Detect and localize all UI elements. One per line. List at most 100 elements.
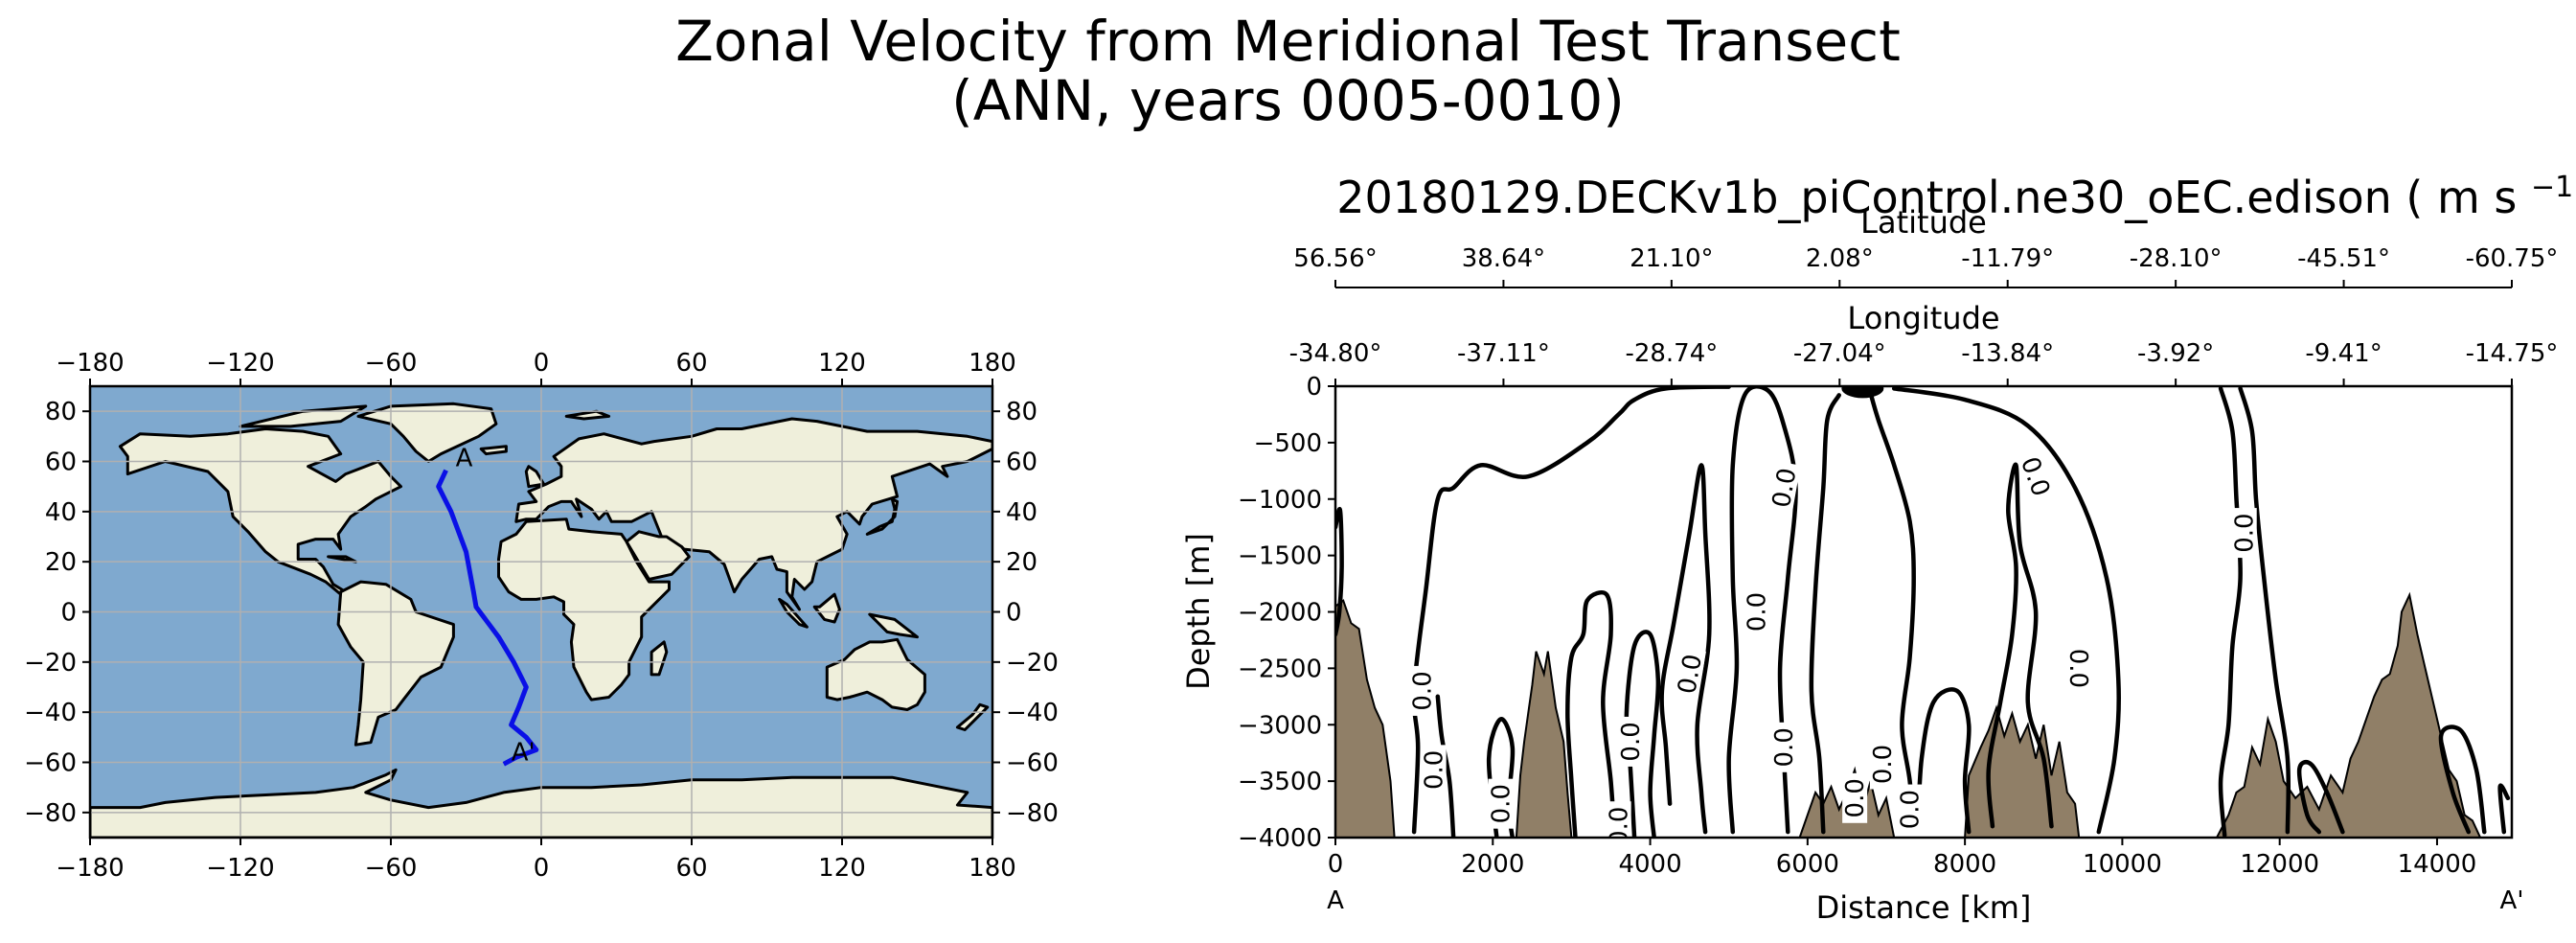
x-axis-label: Distance [km]	[1816, 889, 2032, 926]
contour-line	[2497, 783, 2511, 835]
contour-label-bg	[2231, 508, 2257, 559]
map-tick-marks: −180 −180 −120 −120 −60 −60 0 0 60 60 120 120 180 180…	[24, 349, 1059, 883]
contour-label: 0.0	[2063, 649, 2092, 688]
longitude-tick-label: -9.41°	[2305, 339, 2382, 368]
longitude-tick-label: -13.84°	[1961, 339, 2054, 368]
map-ytick-label-right: −40	[1006, 699, 1059, 727]
section-xtick-label: 0	[1328, 850, 1344, 879]
contour-line	[2438, 724, 2487, 835]
landmass-new-guinea	[868, 612, 919, 639]
contour-label-bg	[1897, 784, 1923, 835]
contour-label: 0.0	[1869, 745, 1898, 784]
contour-label: 0.0	[1408, 671, 1437, 710]
section-ytick-label: −3000	[1238, 711, 1322, 740]
map-ytick-label-left: 60	[45, 448, 77, 477]
section-xtick-label: 4000	[1618, 850, 1681, 879]
longitude-tick-label: -3.92°	[2137, 339, 2214, 368]
map-xtick-label-top: 0	[534, 349, 550, 378]
section-ytick-label: −1000	[1238, 486, 1322, 515]
landmass-new-zealand	[955, 702, 990, 731]
contour-line	[1659, 463, 1712, 835]
contour-line	[1726, 386, 1798, 835]
contour-label-bg	[2015, 448, 2057, 505]
latitude-tick-label: 38.64°	[1462, 244, 1545, 273]
longitude-tick-label: -28.74°	[1625, 339, 1718, 368]
contour-label: 0.0	[1617, 722, 1646, 761]
contour-label-bg	[1869, 739, 1895, 790]
contour-label: 0.0	[1743, 592, 1771, 632]
contour-line	[2296, 760, 2345, 835]
map-ytick-label-left: −80	[24, 799, 77, 828]
map-xtick-label-top: −180	[56, 349, 124, 378]
map-xtick-label-bottom: 60	[675, 854, 707, 883]
section-title-paren-open: (	[2405, 172, 2423, 223]
map-ytick-label-left: 80	[45, 398, 77, 426]
landmass-australia	[825, 637, 926, 711]
map-ytick-label-left: −60	[24, 749, 77, 778]
contour-label-bg	[1421, 745, 1447, 795]
contour-label-bg	[1771, 722, 1797, 772]
section-xtick-label: 12000	[2240, 850, 2319, 879]
section-ytick-label: −2000	[1238, 599, 1322, 628]
landmass-arabia	[625, 530, 691, 581]
contour-line	[1809, 393, 1841, 835]
contour-label-bg	[1767, 461, 1801, 515]
map-xtick-label-bottom: −120	[206, 854, 274, 883]
landmass-japan	[865, 497, 900, 536]
section-ytick-label: −4000	[1238, 824, 1322, 853]
map-xtick-label-bottom: 180	[969, 854, 1016, 883]
map-xtick-label-top: 60	[675, 349, 707, 378]
map-ytick-label-right: 60	[1006, 448, 1037, 477]
bathymetry-fill	[1335, 591, 2512, 838]
map-xtick-label-top: 180	[969, 349, 1016, 378]
transect-start-label: A	[456, 445, 473, 473]
section-end-label: A'	[2500, 886, 2524, 915]
map-ytick-label-left: 0	[60, 599, 77, 628]
map-ytick-label-right: 40	[1006, 498, 1037, 527]
longitude-axis-label: Longitude	[1847, 300, 1999, 336]
landmass-europe-asia	[514, 417, 992, 611]
figure-title-line-2: (ANN, years 0005-0010)	[951, 68, 1625, 133]
map-ytick-label-left: 20	[45, 548, 77, 577]
section-ytick-label: −500	[1254, 429, 1322, 458]
map-ytick-label-right: 80	[1006, 398, 1037, 426]
longitude-tick-label: -14.75°	[2466, 339, 2559, 368]
contour-label-bg	[1409, 665, 1435, 716]
contour-line	[1868, 390, 1916, 835]
section-ytick-label: −3500	[1238, 768, 1322, 796]
landmass-sumatra	[778, 597, 809, 629]
map-xtick-label-top: −120	[206, 349, 274, 378]
latitude-tick-label: 56.56°	[1293, 244, 1377, 273]
contour-label-bg	[2066, 643, 2092, 694]
map-ytick-label-right: −20	[1006, 649, 1059, 678]
y-axis-label: Depth [m]	[1180, 533, 1217, 690]
section-units-exponent: −1	[2531, 171, 2573, 204]
section-title: 20180129.DECKv1b_piControl.ne30_oEC.edis…	[1336, 171, 2576, 224]
latitude-tick-label: -45.51°	[2297, 244, 2390, 273]
landmass-cuba	[327, 555, 357, 564]
contour-label: 0.0	[2231, 513, 2260, 552]
landmass-south-america	[336, 580, 455, 747]
section-xtick-label: 10000	[2083, 850, 2162, 879]
section-start-label: A	[1327, 886, 1344, 915]
map-gridlines	[90, 386, 992, 838]
map-ytick-label-left: 40	[45, 498, 77, 527]
contour-line	[1891, 386, 2121, 835]
map-xtick-label-bottom: −60	[365, 854, 418, 883]
latitude-tick-label: -60.75°	[2466, 244, 2559, 273]
longitude-tick-label: -34.80°	[1289, 339, 1382, 368]
landmass-madagascar	[650, 640, 669, 677]
contour-label: 0.0	[1673, 652, 1708, 696]
transect-line	[436, 469, 539, 767]
latitude-tick-label: -28.10°	[2130, 244, 2223, 273]
section-ytick-label: 0	[1306, 373, 1322, 402]
contour-label-bg	[1842, 772, 1868, 823]
longitude-tick-label: -27.04°	[1793, 339, 1886, 368]
section-units-base: m s	[2437, 172, 2517, 223]
longitude-tick-label: -37.11°	[1457, 339, 1550, 368]
contour-label: 0.0	[1897, 790, 1926, 829]
section-ytick-label: −2500	[1238, 655, 1322, 683]
map-ytick-label-left: −40	[24, 699, 77, 727]
landmass-greenland	[356, 402, 498, 463]
